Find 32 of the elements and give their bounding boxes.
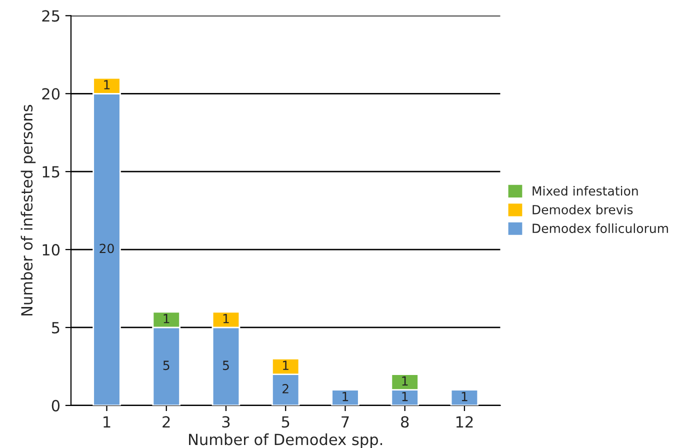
data-label: 1 xyxy=(164,314,170,324)
data-label: 5 xyxy=(163,360,170,370)
y-tick-label: 10 xyxy=(42,244,60,256)
legend-label: Mixed infestation xyxy=(532,186,638,196)
legend-label: Demodex folliculorum xyxy=(532,223,668,234)
x-tick-label: 12 xyxy=(456,416,473,428)
y-tick-label: 20 xyxy=(42,88,60,100)
y-tick-label: 25 xyxy=(42,10,60,22)
bar xyxy=(331,389,360,406)
x-tick-label: 8 xyxy=(401,416,409,428)
data-label: 20 xyxy=(100,244,114,254)
y-tick-label: 0 xyxy=(52,400,60,412)
y-axis-title: Number of infested persons xyxy=(20,104,36,316)
legend-label: Demodex brevis xyxy=(532,204,633,214)
data-label: 1 xyxy=(342,392,348,402)
x-tick-label: 1 xyxy=(104,416,110,428)
x-tick-label: 5 xyxy=(282,416,290,428)
data-label: 2 xyxy=(282,384,288,394)
data-label: 1 xyxy=(223,314,229,324)
data-label: 1 xyxy=(283,360,288,370)
x-tick-label: 2 xyxy=(162,416,170,428)
data-label: 5 xyxy=(222,360,229,370)
data-label: 1 xyxy=(402,392,408,402)
x-tick-label: 7 xyxy=(342,416,349,428)
x-axis-title: Number of Demodex spp. xyxy=(189,433,382,448)
x-tick-label: 3 xyxy=(222,416,230,428)
data-label: 1 xyxy=(402,376,408,386)
data-label: 1 xyxy=(104,80,110,90)
data-label: 1 xyxy=(462,392,468,402)
y-tick-label: 5 xyxy=(52,322,60,334)
y-tick-label: 15 xyxy=(42,166,60,178)
bar xyxy=(450,389,479,406)
